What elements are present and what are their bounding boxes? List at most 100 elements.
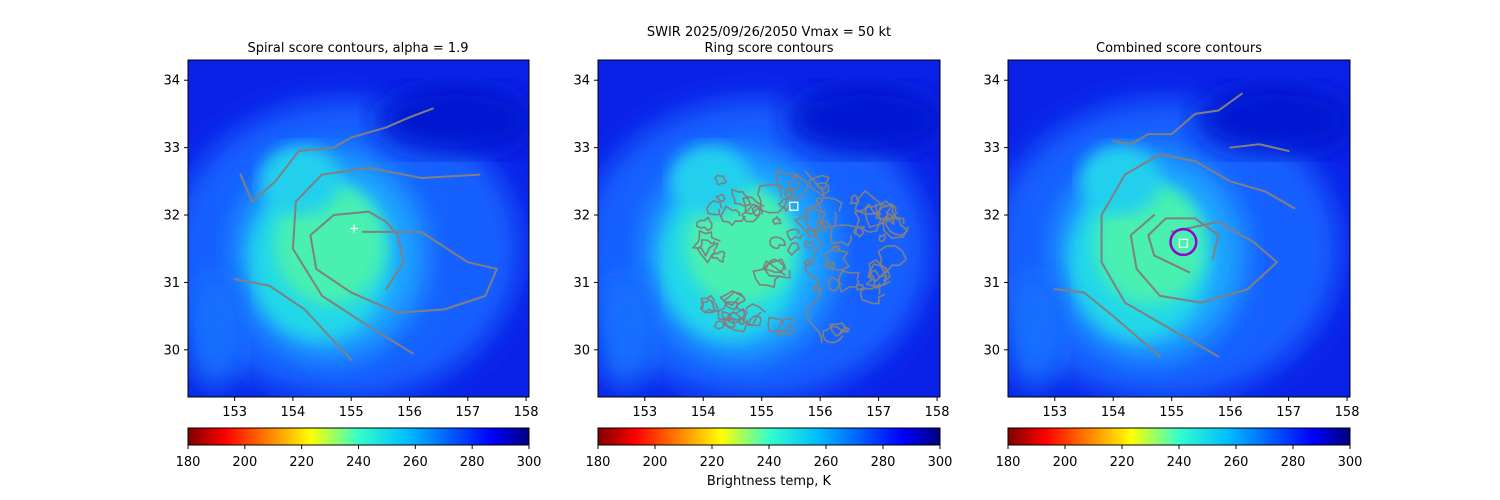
colorbar-gradient [597, 427, 941, 446]
ring-contour [747, 315, 763, 327]
panel-combined-score: Combined score contours 153 154 155 156 157 1… [983, 41, 1362, 470]
ring-contour [849, 194, 860, 205]
x-tick-label: 155 [1159, 405, 1184, 420]
y-tick-label: 32 [163, 209, 180, 224]
colorbar-tick-label: 260 [814, 455, 839, 470]
ring-contour [808, 174, 830, 197]
x-axis-ticks: 153 154 155 156 157 158 [222, 397, 538, 420]
x-tick-label: 158 [1335, 405, 1360, 420]
ring-contour [738, 316, 746, 326]
contour-line [291, 166, 481, 355]
ring-contour [853, 225, 866, 238]
y-tick-label: 32 [983, 209, 1000, 224]
contour-line [1053, 288, 1161, 358]
y-tick-label: 33 [983, 141, 1000, 156]
ring-contour [822, 325, 844, 344]
ring-contour [881, 216, 909, 239]
x-tick-label: 158 [925, 405, 950, 420]
contour-line [1100, 153, 1296, 358]
colorbar: 180 200 220 240 260 280 300 [586, 427, 953, 470]
x-tick-label: 154 [691, 405, 716, 420]
ring-contour [692, 230, 721, 257]
ring-contour [822, 246, 850, 271]
axes-frame [187, 59, 530, 398]
ring-contour [752, 260, 786, 288]
score-contours [233, 107, 498, 361]
center-markers [1169, 227, 1198, 257]
colorbar-tick-label: 280 [1281, 455, 1306, 470]
ring-contour [859, 283, 886, 305]
axes-frame [1007, 59, 1351, 398]
ring-contour [775, 168, 800, 191]
y-tick-label: 31 [983, 276, 1000, 291]
ring-contour [695, 216, 713, 232]
x-tick-label: 154 [1101, 405, 1126, 420]
x-tick-label: 157 [455, 405, 480, 420]
contour-line [1147, 217, 1220, 274]
ring-contour [771, 216, 782, 226]
ring-contour [878, 233, 886, 243]
ring-contour [827, 276, 843, 292]
colorbar-tick-label: 180 [996, 455, 1021, 470]
ring-contour [840, 325, 851, 333]
ring-contour [711, 250, 726, 263]
colorbar-ticks: 180 200 220 240 260 280 300 [586, 445, 953, 470]
center-marker-plus [350, 224, 359, 233]
contour-line [1112, 92, 1243, 146]
colorbar-tick-label: 300 [1338, 455, 1363, 470]
panel-title: Ring score contours [704, 41, 833, 56]
ring-contour [854, 203, 882, 233]
ring-contour [706, 200, 723, 216]
ring-contour [830, 224, 858, 247]
colorbar-ticks: 180 200 220 240 260 280 300 [996, 445, 1363, 470]
colorbar-tick-label: 280 [460, 455, 485, 470]
ring-contour [805, 227, 818, 238]
ring-contour [794, 205, 826, 232]
contour-line [233, 278, 353, 361]
x-tick-label: 158 [514, 405, 539, 420]
colorbar-tick-label: 240 [757, 455, 782, 470]
contour-line [309, 210, 498, 314]
ring-contour [719, 290, 746, 306]
ring-contour [751, 205, 761, 217]
x-axis-ticks: 153 154 155 156 157 158 [1042, 397, 1359, 420]
y-axis-ticks: 30 31 32 33 34 [983, 74, 1008, 358]
ring-contour [877, 244, 907, 275]
center-marker-square [789, 201, 799, 211]
colorbar-tick-label: 260 [1224, 455, 1249, 470]
ring-contour [776, 317, 796, 336]
colorbar-tick-label: 300 [517, 455, 542, 470]
ring-contour [804, 240, 815, 249]
ring-contour [786, 228, 804, 242]
y-axis-ticks: 30 31 32 33 34 [163, 74, 188, 358]
colorbar-gradient [187, 427, 530, 446]
colorbar-tick-label: 300 [928, 455, 953, 470]
satellite-image [598, 60, 940, 397]
colorbar-tick-label: 220 [1110, 455, 1135, 470]
ring-contour [764, 258, 791, 279]
x-tick-label: 155 [749, 405, 774, 420]
colorbar-label: Brightness temp, K [707, 474, 832, 489]
ring-contour [854, 190, 882, 216]
center-markers [350, 224, 359, 233]
colorbar: 180 200 220 240 260 280 300 [176, 427, 542, 470]
colorbar: 180 200 220 240 260 280 300 [996, 427, 1363, 470]
ring-contour [769, 236, 786, 250]
contour-line [239, 107, 434, 203]
y-tick-label: 30 [163, 343, 180, 358]
colorbar-tick-label: 180 [176, 455, 201, 470]
figure-suptitle: SWIR 2025/09/26/2050 Vmax = 50 kt [647, 25, 891, 40]
ring-contour [742, 196, 765, 215]
y-tick-label: 31 [573, 276, 590, 291]
ring-contour [869, 263, 891, 288]
ring-contour [700, 298, 716, 313]
ring-contour [714, 174, 728, 186]
x-tick-label: 157 [1276, 405, 1301, 420]
colorbar-tick-label: 180 [586, 455, 611, 470]
x-axis-ticks: 153 154 155 156 157 158 [632, 397, 949, 420]
ring-contour [722, 318, 736, 329]
satellite-image [1008, 60, 1350, 397]
ring-contour [816, 220, 832, 233]
x-tick-label: 156 [397, 405, 422, 420]
y-tick-label: 30 [573, 343, 590, 358]
